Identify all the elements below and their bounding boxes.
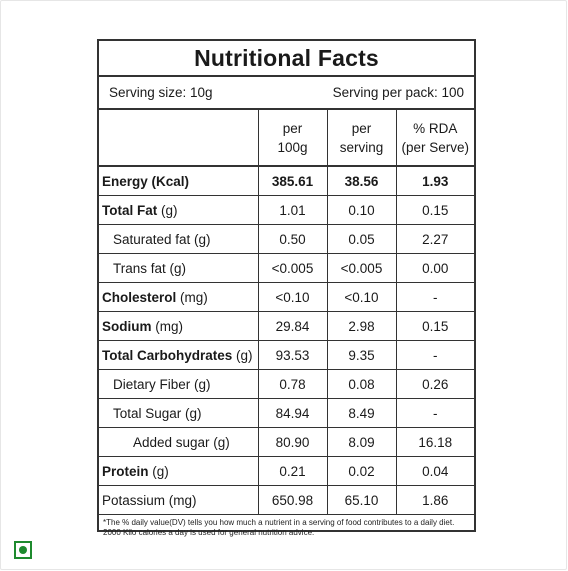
value-per-serving: 8.49 bbox=[327, 398, 397, 428]
panel-title: Nutritional Facts bbox=[99, 41, 474, 77]
value-per-serving: 0.05 bbox=[327, 224, 397, 254]
nutrient-name: Protein (g) bbox=[99, 456, 259, 486]
table-row: Protein (g) 0.21 0.02 0.04 bbox=[99, 456, 474, 486]
value-per-100g: 80.90 bbox=[258, 427, 328, 457]
nutrient-name: Total Sugar (g) bbox=[99, 398, 259, 428]
value-rda: 2.27 bbox=[396, 224, 474, 254]
value-rda: - bbox=[396, 282, 474, 312]
footnote: *The % daily value(DV) tells you how muc… bbox=[103, 518, 455, 537]
table-row: Dietary Fiber (g) 0.78 0.08 0.26 bbox=[99, 369, 474, 399]
serving-per-pack: Serving per pack: 100 bbox=[332, 85, 464, 100]
value-rda: 0.00 bbox=[396, 253, 474, 283]
serving-size: Serving size: 10g bbox=[109, 85, 213, 100]
header-rda: % RDA (per Serve) bbox=[396, 110, 474, 167]
table-row: Saturated fat (g) 0.50 0.05 2.27 bbox=[99, 224, 474, 254]
value-per-100g: 385.61 bbox=[258, 166, 328, 196]
value-rda: 0.15 bbox=[396, 195, 474, 225]
veg-mark-dot bbox=[19, 546, 27, 554]
value-per-serving: 0.08 bbox=[327, 369, 397, 399]
table-row: Total Fat (g) 1.01 0.10 0.15 bbox=[99, 195, 474, 225]
nutrient-name: Potassium (mg) bbox=[99, 485, 259, 515]
value-per-100g: <0.005 bbox=[258, 253, 328, 283]
nutrition-table: per 100g per serving % RDA (per Serve) E… bbox=[99, 110, 474, 515]
value-per-100g: 29.84 bbox=[258, 311, 328, 341]
nutrient-name: Trans fat (g) bbox=[99, 253, 259, 283]
value-per-100g: 0.50 bbox=[258, 224, 328, 254]
nutrient-name: Energy (Kcal) bbox=[99, 166, 259, 196]
nutrient-name: Saturated fat (g) bbox=[99, 224, 259, 254]
value-rda: 1.93 bbox=[396, 166, 474, 196]
veg-mark-icon bbox=[14, 541, 32, 559]
value-per-serving: 65.10 bbox=[327, 485, 397, 515]
value-per-100g: 93.53 bbox=[258, 340, 328, 370]
value-per-serving: 9.35 bbox=[327, 340, 397, 370]
value-per-100g: 650.98 bbox=[258, 485, 328, 515]
value-per-serving: <0.005 bbox=[327, 253, 397, 283]
table-row: Cholesterol (mg) <0.10 <0.10 - bbox=[99, 282, 474, 312]
nutrient-name: Added sugar (g) bbox=[99, 427, 259, 457]
value-rda: 0.26 bbox=[396, 369, 474, 399]
value-rda: 16.18 bbox=[396, 427, 474, 457]
value-per-serving: 0.10 bbox=[327, 195, 397, 225]
nutrient-name: Total Carbohydrates (g) bbox=[99, 340, 259, 370]
table-row: Total Sugar (g) 84.94 8.49 - bbox=[99, 398, 474, 428]
value-per-serving: 2.98 bbox=[327, 311, 397, 341]
value-per-serving: 38.56 bbox=[327, 166, 397, 196]
table-header-row: per 100g per serving % RDA (per Serve) bbox=[99, 110, 474, 167]
nutrient-name: Sodium (mg) bbox=[99, 311, 259, 341]
value-rda: 1.86 bbox=[396, 485, 474, 515]
value-per-100g: 0.21 bbox=[258, 456, 328, 486]
table-row: Total Carbohydrates (g) 93.53 9.35 - bbox=[99, 340, 474, 370]
value-rda: 0.04 bbox=[396, 456, 474, 486]
value-per-serving: <0.10 bbox=[327, 282, 397, 312]
table-row: Sodium (mg) 29.84 2.98 0.15 bbox=[99, 311, 474, 341]
nutrient-name: Cholesterol (mg) bbox=[99, 282, 259, 312]
header-per-serving: per serving bbox=[327, 110, 397, 167]
table-row: Energy (Kcal) 385.61 38.56 1.93 bbox=[99, 166, 474, 196]
nutrition-facts-panel: Nutritional Facts Serving size: 10g Serv… bbox=[97, 39, 476, 537]
nutrient-name: Total Fat (g) bbox=[99, 195, 259, 225]
value-per-100g: <0.10 bbox=[258, 282, 328, 312]
value-per-100g: 1.01 bbox=[258, 195, 328, 225]
table-row: Added sugar (g) 80.90 8.09 16.18 bbox=[99, 427, 474, 457]
header-per-100g: per 100g bbox=[258, 110, 328, 167]
value-rda: 0.15 bbox=[396, 311, 474, 341]
value-per-100g: 84.94 bbox=[258, 398, 328, 428]
nutrient-name: Dietary Fiber (g) bbox=[99, 369, 259, 399]
table-row: Potassium (mg) 650.98 65.10 1.86 bbox=[99, 485, 474, 515]
value-per-100g: 0.78 bbox=[258, 369, 328, 399]
value-per-serving: 0.02 bbox=[327, 456, 397, 486]
value-rda: - bbox=[396, 398, 474, 428]
value-per-serving: 8.09 bbox=[327, 427, 397, 457]
table-row: Trans fat (g) <0.005 <0.005 0.00 bbox=[99, 253, 474, 283]
value-rda: - bbox=[396, 340, 474, 370]
header-nutrient bbox=[99, 110, 259, 167]
serving-info: Serving size: 10g Serving per pack: 100 bbox=[99, 77, 474, 110]
